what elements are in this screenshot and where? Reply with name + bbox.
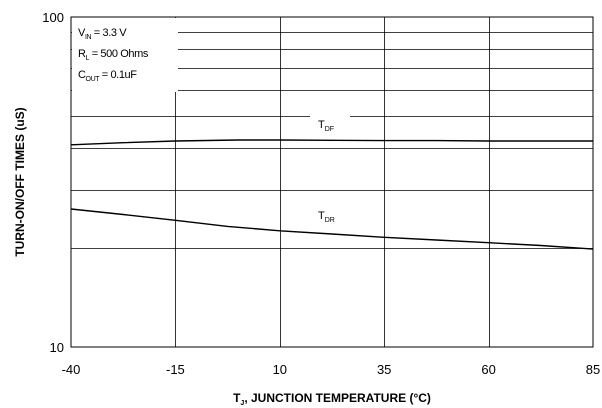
x-tick-label: -40 — [62, 362, 81, 377]
series-label-tdf: TDF — [310, 114, 350, 136]
series-label-tdr: TDR — [318, 210, 335, 224]
conditions-box: VIN = 3.3 V RL = 500 Ohms COUT = 0.1uF — [72, 18, 178, 92]
x-tick-label: 85 — [586, 362, 600, 377]
x-tick-label: 35 — [377, 362, 391, 377]
y-tick-label-10: 10 — [50, 340, 64, 355]
condition-rl: RL = 500 Ohms — [78, 48, 149, 62]
x-tick-label: -15 — [166, 362, 185, 377]
plot-frame — [70, 16, 594, 348]
series-lines — [70, 139, 594, 250]
y-axis-title: TURN-ON/OFF TIMES (uS) — [13, 107, 27, 256]
svg-text:TDR: TDR — [318, 210, 335, 224]
series-line-tdf — [70, 139, 593, 146]
x-tick-label: 10 — [273, 362, 287, 377]
condition-vin: VIN = 3.3 V — [78, 27, 127, 41]
x-axis-title: TJ, JUNCTION TEMPERATURE (°C) — [233, 391, 431, 407]
condition-cout: COUT = 0.1uF — [78, 69, 137, 83]
x-tick-label: 60 — [481, 362, 495, 377]
y-tick-label-100: 100 — [42, 10, 64, 25]
series-line-tdr — [70, 208, 594, 250]
x-tick-labels: -40 -15 10 35 60 85 — [62, 362, 601, 377]
svg-text:TDF: TDF — [318, 119, 334, 133]
